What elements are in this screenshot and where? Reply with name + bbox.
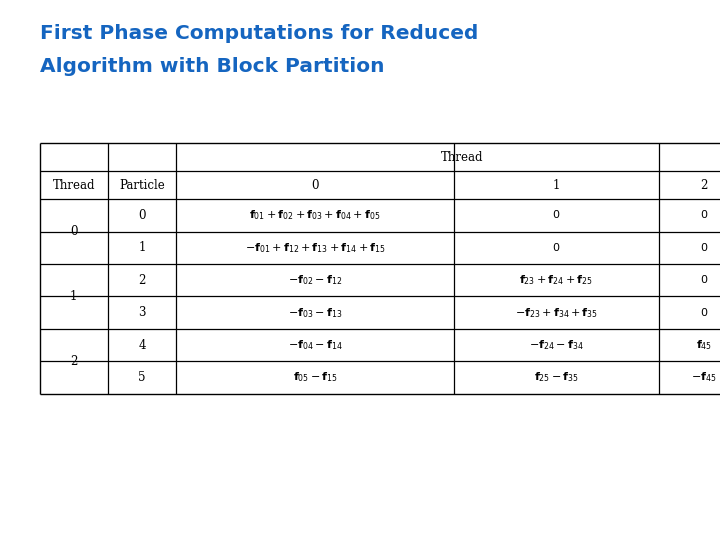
Text: 0: 0: [701, 275, 707, 285]
Text: 5: 5: [138, 371, 146, 384]
Text: $\mathbf{f}_{25}-\mathbf{f}_{35}$: $\mathbf{f}_{25}-\mathbf{f}_{35}$: [534, 370, 579, 384]
Text: 0: 0: [553, 243, 559, 253]
Text: 2: 2: [138, 274, 146, 287]
Text: Thread: Thread: [53, 179, 95, 192]
Text: $-\mathbf{f}_{03}-\mathbf{f}_{13}$: $-\mathbf{f}_{03}-\mathbf{f}_{13}$: [288, 306, 342, 320]
Text: 0: 0: [311, 179, 319, 192]
Text: 0: 0: [701, 243, 707, 253]
Text: $-\mathbf{f}_{23}+\mathbf{f}_{34}+\mathbf{f}_{35}$: $-\mathbf{f}_{23}+\mathbf{f}_{34}+\mathb…: [515, 306, 598, 320]
Text: $-\mathbf{f}_{04}-\mathbf{f}_{14}$: $-\mathbf{f}_{04}-\mathbf{f}_{14}$: [288, 338, 342, 352]
Text: 1: 1: [552, 179, 560, 192]
Text: $\mathbf{f}_{05}-\mathbf{f}_{15}$: $\mathbf{f}_{05}-\mathbf{f}_{15}$: [292, 370, 338, 384]
Text: 1: 1: [138, 241, 146, 254]
Text: 4: 4: [138, 339, 146, 352]
Text: 0: 0: [701, 211, 707, 220]
Text: First Phase Computations for Reduced: First Phase Computations for Reduced: [40, 24, 478, 43]
Text: $\mathbf{f}_{45}$: $\mathbf{f}_{45}$: [696, 338, 712, 352]
Text: 2: 2: [700, 179, 708, 192]
Text: 2: 2: [70, 355, 78, 368]
Text: Particle: Particle: [120, 179, 165, 192]
Text: Algorithm with Block Partition: Algorithm with Block Partition: [40, 57, 384, 76]
Text: $-\mathbf{f}_{24}-\mathbf{f}_{34}$: $-\mathbf{f}_{24}-\mathbf{f}_{34}$: [529, 338, 583, 352]
Text: $\mathbf{f}_{23}+\mathbf{f}_{24}+\mathbf{f}_{25}$: $\mathbf{f}_{23}+\mathbf{f}_{24}+\mathbf…: [519, 273, 593, 287]
Text: Thread: Thread: [441, 151, 484, 164]
Text: $-\mathbf{f}_{02}-\mathbf{f}_{12}$: $-\mathbf{f}_{02}-\mathbf{f}_{12}$: [288, 273, 342, 287]
Text: 0: 0: [70, 225, 78, 238]
Text: 3: 3: [138, 306, 146, 319]
Text: $-\mathbf{f}_{45}$: $-\mathbf{f}_{45}$: [691, 370, 716, 384]
Text: 0: 0: [701, 308, 707, 318]
Text: $-\mathbf{f}_{01}+\mathbf{f}_{12}+\mathbf{f}_{13}+\mathbf{f}_{14}+\mathbf{f}_{15: $-\mathbf{f}_{01}+\mathbf{f}_{12}+\mathb…: [245, 241, 385, 255]
Text: 1: 1: [70, 290, 78, 303]
Text: 0: 0: [553, 211, 559, 220]
Text: $\mathbf{f}_{01}+\mathbf{f}_{02}+\mathbf{f}_{03}+\mathbf{f}_{04}+\mathbf{f}_{05}: $\mathbf{f}_{01}+\mathbf{f}_{02}+\mathbf…: [249, 208, 381, 222]
Text: 0: 0: [138, 209, 146, 222]
